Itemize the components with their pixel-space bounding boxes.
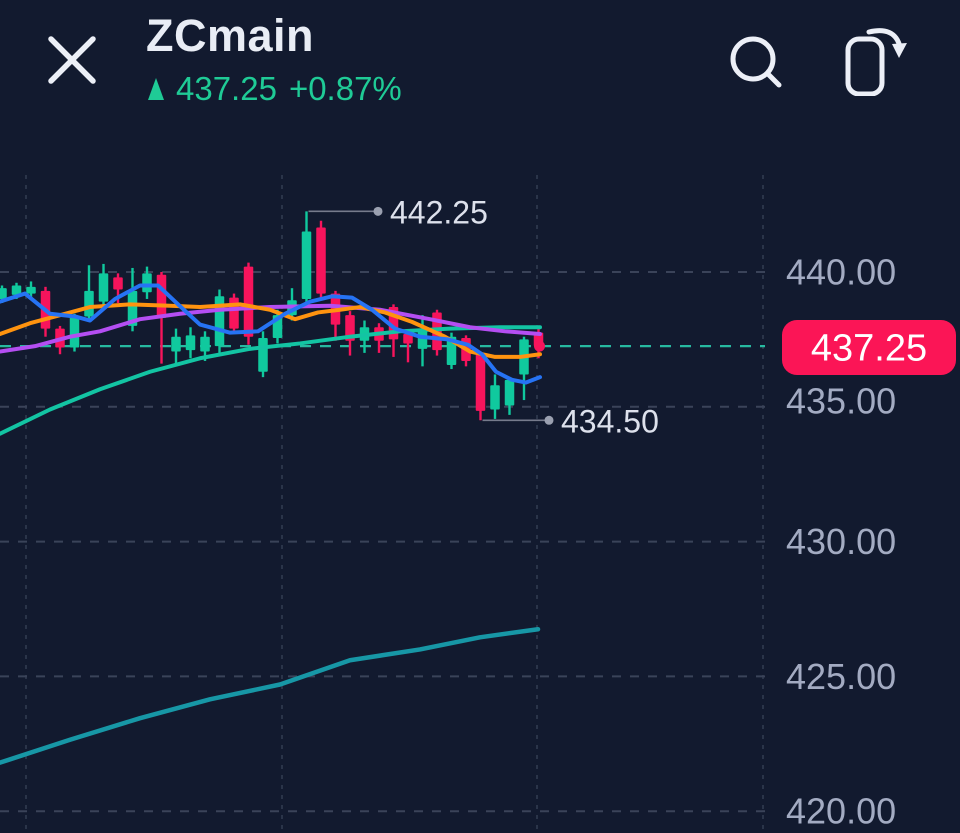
search-icon <box>730 36 782 88</box>
up-arrow-icon <box>148 78 164 100</box>
change-percent-text: +0.87% <box>288 70 402 107</box>
current-price-badge <box>782 320 956 375</box>
chart-header: ZCmain 437.25 +0.87% <box>0 0 960 170</box>
y-axis-label: 435.00 <box>786 380 896 421</box>
last-price-text: 437.25 <box>176 70 277 107</box>
ma-blue-line <box>0 283 542 385</box>
low-callout-dot <box>544 415 554 425</box>
candle-body <box>258 338 268 372</box>
symbol-title: ZCmain <box>146 10 315 61</box>
rotate-device-icon <box>845 28 907 97</box>
y-axis-label: 420.00 <box>786 791 896 832</box>
low-callout-label: 434.50 <box>561 403 659 439</box>
search-button[interactable] <box>722 26 788 92</box>
candle-body <box>26 286 36 294</box>
close-icon <box>48 36 96 84</box>
candle-body <box>504 379 515 406</box>
candle-body <box>229 297 239 329</box>
candle-body <box>200 336 210 352</box>
candle-body <box>69 316 80 348</box>
ma-teal-line <box>0 325 542 436</box>
current-price-badge-label: 437.25 <box>811 328 927 370</box>
ma-purple-line <box>0 303 542 354</box>
candle-body <box>142 273 152 293</box>
candle-body <box>316 227 326 294</box>
candle-body <box>127 290 138 326</box>
candle-body <box>475 354 486 411</box>
candle-body <box>98 273 109 302</box>
candle-body <box>345 315 355 341</box>
rotate-screen-button[interactable] <box>832 18 910 97</box>
candle-body <box>11 285 22 295</box>
candle-body <box>417 331 428 349</box>
y-axis-label: 430.00 <box>786 521 896 562</box>
candle-body <box>156 274 167 318</box>
candle-body <box>113 277 123 290</box>
candle-body <box>84 290 94 317</box>
ma-long-teal-line <box>0 626 541 765</box>
title-block: ZCmain 437.25 +0.87% <box>146 10 402 108</box>
y-axis-label: 425.00 <box>786 656 896 697</box>
candle-body <box>171 336 181 352</box>
high-callout-dot <box>373 206 383 216</box>
ma-orange-line <box>0 302 542 359</box>
candle-body <box>185 335 196 351</box>
candle-body <box>301 231 312 299</box>
candle-body <box>243 266 254 337</box>
candle-body <box>0 288 7 299</box>
quote-row: 437.25 +0.87% <box>146 70 402 108</box>
candle-body <box>403 334 413 344</box>
candle-body <box>490 385 500 410</box>
high-callout-label: 442.25 <box>390 194 488 230</box>
y-axis-label: 440.00 <box>786 252 896 293</box>
close-button[interactable] <box>42 30 102 90</box>
last-price-dot <box>534 340 545 352</box>
